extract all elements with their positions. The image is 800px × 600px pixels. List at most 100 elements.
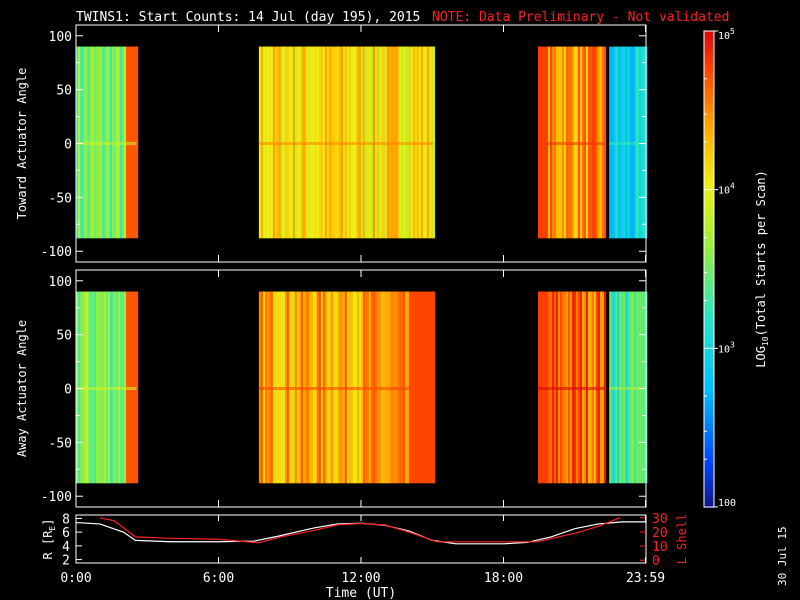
colorbar-cell <box>704 368 714 374</box>
colorbar-tick-label: 100 <box>718 498 736 509</box>
colorbar-cell <box>704 280 714 286</box>
colorbar-cell <box>704 475 714 481</box>
colorbar-cell <box>704 463 714 469</box>
colorbar-cell <box>704 388 714 393</box>
colorbar-cell <box>704 50 714 56</box>
colorbar-cell <box>704 130 714 136</box>
preliminary-note: NOTE: Data Preliminary - Not validated <box>432 10 729 25</box>
l-shell-axis-label: L Shell <box>675 514 689 565</box>
colorbar-cell <box>704 265 714 270</box>
colorbar-cell <box>704 114 714 120</box>
colorbar-cell <box>704 169 714 175</box>
colorbar-cell <box>704 150 714 155</box>
colorbar-cell <box>704 225 714 231</box>
colorbar-cell <box>704 296 714 302</box>
colorbar-cell <box>704 90 714 96</box>
y-tick-label: -100 <box>41 245 72 260</box>
colorbar-cell <box>704 360 714 366</box>
colorbar-cell <box>704 58 714 64</box>
r-axis-label: R [RE] <box>41 519 57 560</box>
colorbar-cell <box>704 391 714 397</box>
colorbar-cell <box>704 134 714 140</box>
colorbar-cell <box>704 348 714 354</box>
colorbar-cell <box>704 62 714 68</box>
colorbar-cell <box>704 471 714 477</box>
colorbar-cell <box>704 161 714 167</box>
colorbar-cell <box>704 316 714 322</box>
colorbar-cell <box>704 459 714 465</box>
colorbar-cell <box>704 177 714 183</box>
colorbar-cell <box>704 122 714 128</box>
y-tick-label: -100 <box>41 490 72 505</box>
colorbar-cell <box>704 336 714 342</box>
colorbar-cell <box>704 249 714 255</box>
colorbar-cell <box>704 86 714 92</box>
colorbar-cell <box>704 376 714 382</box>
colorbar-cell <box>704 320 714 326</box>
heatmap-cell <box>136 291 139 484</box>
colorbar-cell <box>704 54 714 60</box>
colorbar-cell <box>704 356 714 362</box>
colorbar-cell <box>704 31 714 36</box>
colorbar-cell <box>704 451 714 457</box>
colorbar-cell <box>704 269 714 274</box>
plot-title: TWINS1: Start Counts: 14 Jul (day 195), … <box>76 10 420 25</box>
colorbar-tick-label: 104 <box>718 182 735 197</box>
colorbar-cell <box>704 181 714 187</box>
colorbar-cell <box>704 419 714 425</box>
colorbar-cell <box>704 324 714 330</box>
colorbar-cell <box>704 94 714 100</box>
heatmap-cell <box>432 291 436 484</box>
x-tick-label: 23:59 <box>626 571 665 586</box>
colorbar-cell <box>704 431 714 437</box>
y-tick-label: -50 <box>49 436 72 451</box>
colorbar-cell <box>704 205 714 211</box>
y-tick-label: -50 <box>49 191 72 206</box>
colorbar-cell <box>704 372 714 378</box>
colorbar-cell <box>704 399 714 405</box>
y-tick-label: 50 <box>56 84 72 99</box>
colorbar-cell <box>704 491 714 497</box>
colorbar-cell <box>704 384 714 389</box>
zero-angle-band <box>537 142 606 145</box>
colorbar-cell <box>704 98 714 104</box>
colorbar-cell <box>704 435 714 441</box>
colorbar-cell <box>704 110 714 116</box>
colorbar-cell <box>704 272 714 278</box>
colorbar-cell <box>704 340 714 346</box>
colorbar-cell <box>704 411 714 417</box>
l-shell-tick-label: 0 <box>652 554 660 569</box>
colorbar-cell <box>704 332 714 338</box>
l-shell-tick-label: 20 <box>652 526 668 541</box>
colorbar-cell <box>704 257 714 263</box>
colorbar-cell <box>704 300 714 306</box>
x-tick-label: 12:00 <box>341 571 380 586</box>
colorbar-cell <box>704 229 714 235</box>
colorbar-cell <box>704 447 714 453</box>
away-panel: 100 50 0 -50 -100 Away Actuator Angle <box>15 269 648 508</box>
zero-angle-band <box>609 142 646 145</box>
zero-angle-band <box>609 387 646 390</box>
colorbar-cell <box>704 403 714 409</box>
colorbar-cell <box>704 284 714 290</box>
colorbar-cell <box>704 455 714 461</box>
zero-angle-band <box>76 387 137 390</box>
colorbar-cell <box>704 288 714 294</box>
colorbar-cell <box>704 102 714 108</box>
colorbar-cell <box>704 328 714 334</box>
colorbar-cell <box>704 157 714 163</box>
colorbar-cell <box>704 82 714 88</box>
colorbar-cell <box>704 479 714 485</box>
colorbar-cell <box>704 364 714 370</box>
colorbar-cell <box>704 70 714 76</box>
colorbar-cell <box>704 118 714 124</box>
r-tick-label: 8 <box>62 512 70 527</box>
zero-angle-band <box>537 387 606 390</box>
l-shell-line <box>99 517 621 544</box>
r-tick-label: 4 <box>62 540 70 555</box>
colorbar-cell <box>704 74 714 80</box>
heatmap-cell <box>136 46 139 239</box>
colorbar-tick-label: 103 <box>718 340 735 355</box>
colorbar-cell <box>704 66 714 72</box>
